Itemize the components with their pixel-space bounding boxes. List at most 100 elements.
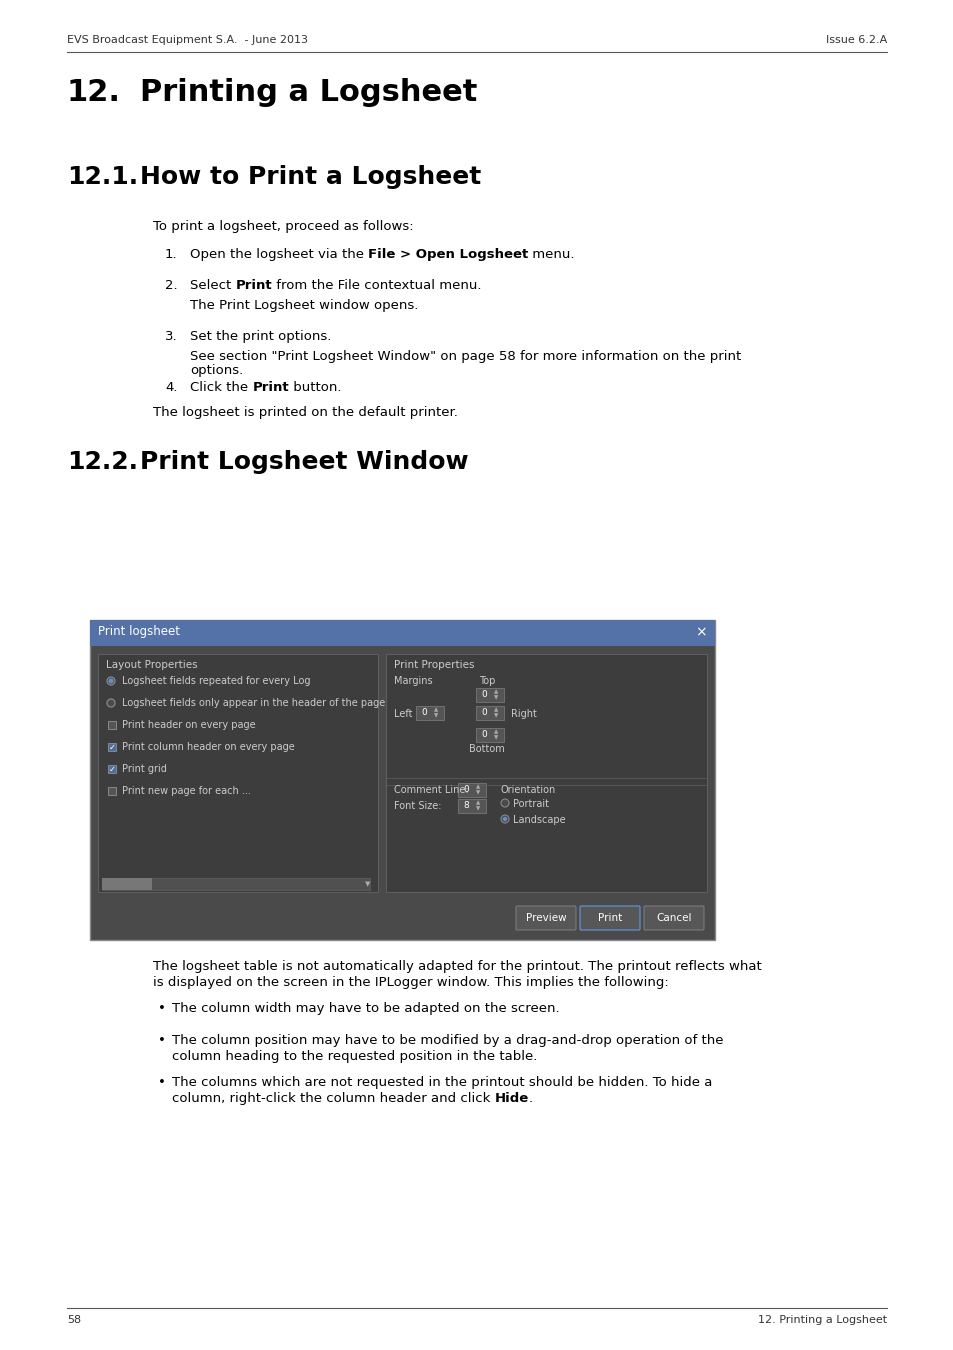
Text: ▼: ▼ — [494, 734, 497, 740]
Text: To print a logsheet, proceed as follows:: To print a logsheet, proceed as follows: — [152, 220, 414, 234]
FancyBboxPatch shape — [476, 706, 503, 720]
Text: Margins: Margins — [394, 676, 432, 686]
Text: 12.1.: 12.1. — [67, 165, 138, 189]
Circle shape — [500, 799, 509, 807]
Text: 0: 0 — [480, 690, 486, 699]
Text: Print: Print — [598, 913, 621, 923]
Text: 4.: 4. — [165, 381, 177, 394]
Text: •: • — [158, 1002, 166, 1015]
Text: ▼: ▼ — [494, 713, 497, 718]
Text: ▼: ▼ — [434, 713, 437, 718]
Text: EVS Broadcast Equipment S.A.  - June 2013: EVS Broadcast Equipment S.A. - June 2013 — [67, 35, 308, 45]
Text: Top: Top — [478, 676, 495, 686]
FancyBboxPatch shape — [102, 878, 370, 890]
Text: Font Size:: Font Size: — [394, 801, 441, 811]
Text: ×: × — [695, 625, 706, 639]
Text: The columns which are not requested in the printout should be hidden. To hide a: The columns which are not requested in t… — [172, 1076, 712, 1089]
Circle shape — [107, 676, 115, 684]
Text: 0: 0 — [462, 784, 468, 794]
Circle shape — [502, 817, 507, 821]
FancyBboxPatch shape — [476, 728, 503, 743]
Text: .: . — [528, 1092, 533, 1106]
Text: Portrait: Portrait — [513, 799, 548, 809]
Text: The Print Logsheet window opens.: The Print Logsheet window opens. — [190, 298, 418, 312]
Text: 12.2.: 12.2. — [67, 450, 138, 474]
Text: ▼: ▼ — [476, 790, 479, 795]
Text: Print logsheet: Print logsheet — [98, 625, 180, 639]
Text: column heading to the requested position in the table.: column heading to the requested position… — [172, 1050, 537, 1062]
Text: ▲: ▲ — [476, 801, 479, 805]
FancyBboxPatch shape — [90, 620, 714, 647]
Text: Logsheet fields repeated for every Log: Logsheet fields repeated for every Log — [122, 676, 310, 686]
Text: ▼: ▼ — [365, 882, 371, 887]
Text: ▲: ▲ — [434, 707, 437, 711]
FancyBboxPatch shape — [643, 906, 703, 930]
Text: Print: Print — [253, 381, 289, 394]
Text: 12. Printing a Logsheet: 12. Printing a Logsheet — [757, 1315, 886, 1324]
Text: options.: options. — [190, 364, 243, 377]
Text: button.: button. — [289, 381, 341, 394]
Text: 0: 0 — [420, 707, 426, 717]
FancyBboxPatch shape — [102, 878, 152, 890]
Text: Print grid: Print grid — [122, 764, 167, 774]
Text: Comment Line:: Comment Line: — [394, 784, 468, 795]
Text: Issue 6.2.A: Issue 6.2.A — [825, 35, 886, 45]
Text: Print header on every page: Print header on every page — [122, 720, 255, 730]
Text: 1.: 1. — [165, 248, 177, 261]
Text: Preview: Preview — [525, 913, 566, 923]
Text: •: • — [158, 1076, 166, 1089]
Text: How to Print a Logsheet: How to Print a Logsheet — [140, 165, 480, 189]
Text: Print: Print — [235, 279, 272, 292]
Text: is displayed on the screen in the IPLogger window. This implies the following:: is displayed on the screen in the IPLogg… — [152, 976, 668, 990]
Text: Left: Left — [394, 709, 412, 720]
Text: column, right-click the column header and click: column, right-click the column header an… — [172, 1092, 494, 1106]
Text: ▼: ▼ — [494, 695, 497, 701]
FancyBboxPatch shape — [386, 653, 706, 892]
Text: Right: Right — [511, 709, 537, 720]
Text: The logsheet is printed on the default printer.: The logsheet is printed on the default p… — [152, 406, 457, 418]
FancyBboxPatch shape — [98, 653, 377, 892]
Circle shape — [107, 699, 115, 707]
FancyBboxPatch shape — [476, 688, 503, 702]
Text: ✓: ✓ — [109, 765, 115, 774]
Text: Logsheet fields only appear in the header of the page: Logsheet fields only appear in the heade… — [122, 698, 385, 707]
Text: from the File contextual menu.: from the File contextual menu. — [272, 279, 481, 292]
Text: 12.: 12. — [67, 78, 121, 107]
Circle shape — [500, 815, 509, 824]
Text: 8: 8 — [462, 801, 468, 810]
FancyBboxPatch shape — [90, 620, 714, 940]
Text: ▲: ▲ — [494, 729, 497, 734]
Circle shape — [109, 679, 113, 683]
Text: Cancel: Cancel — [656, 913, 691, 923]
Text: Click the: Click the — [190, 381, 253, 394]
FancyBboxPatch shape — [457, 783, 485, 796]
Text: Open the logsheet via the: Open the logsheet via the — [190, 248, 368, 261]
Text: Print Properties: Print Properties — [394, 660, 474, 670]
Text: 0: 0 — [480, 730, 486, 738]
Text: ▲: ▲ — [494, 707, 497, 711]
Text: 0: 0 — [480, 707, 486, 717]
Text: menu.: menu. — [528, 248, 575, 261]
FancyBboxPatch shape — [579, 906, 639, 930]
Text: Layout Properties: Layout Properties — [106, 660, 197, 670]
Text: Landscape: Landscape — [513, 815, 565, 825]
FancyBboxPatch shape — [108, 743, 116, 751]
FancyBboxPatch shape — [108, 765, 116, 774]
FancyBboxPatch shape — [108, 787, 116, 795]
Text: Printing a Logsheet: Printing a Logsheet — [140, 78, 476, 107]
Text: Set the print options.: Set the print options. — [190, 329, 331, 343]
Text: ▲: ▲ — [476, 784, 479, 788]
Text: Print new page for each ...: Print new page for each ... — [122, 786, 251, 796]
Text: Bottom: Bottom — [469, 744, 504, 755]
Text: Select: Select — [190, 279, 235, 292]
Text: The logsheet table is not automatically adapted for the printout. The printout r: The logsheet table is not automatically … — [152, 960, 760, 973]
Text: 2.: 2. — [165, 279, 177, 292]
Text: ✓: ✓ — [109, 743, 115, 752]
FancyBboxPatch shape — [416, 706, 443, 720]
FancyBboxPatch shape — [516, 906, 576, 930]
Text: Print Logsheet Window: Print Logsheet Window — [140, 450, 468, 474]
Text: Print column header on every page: Print column header on every page — [122, 743, 294, 752]
FancyBboxPatch shape — [457, 799, 485, 813]
Text: Hide: Hide — [494, 1092, 528, 1106]
Text: ▼: ▼ — [476, 806, 479, 811]
